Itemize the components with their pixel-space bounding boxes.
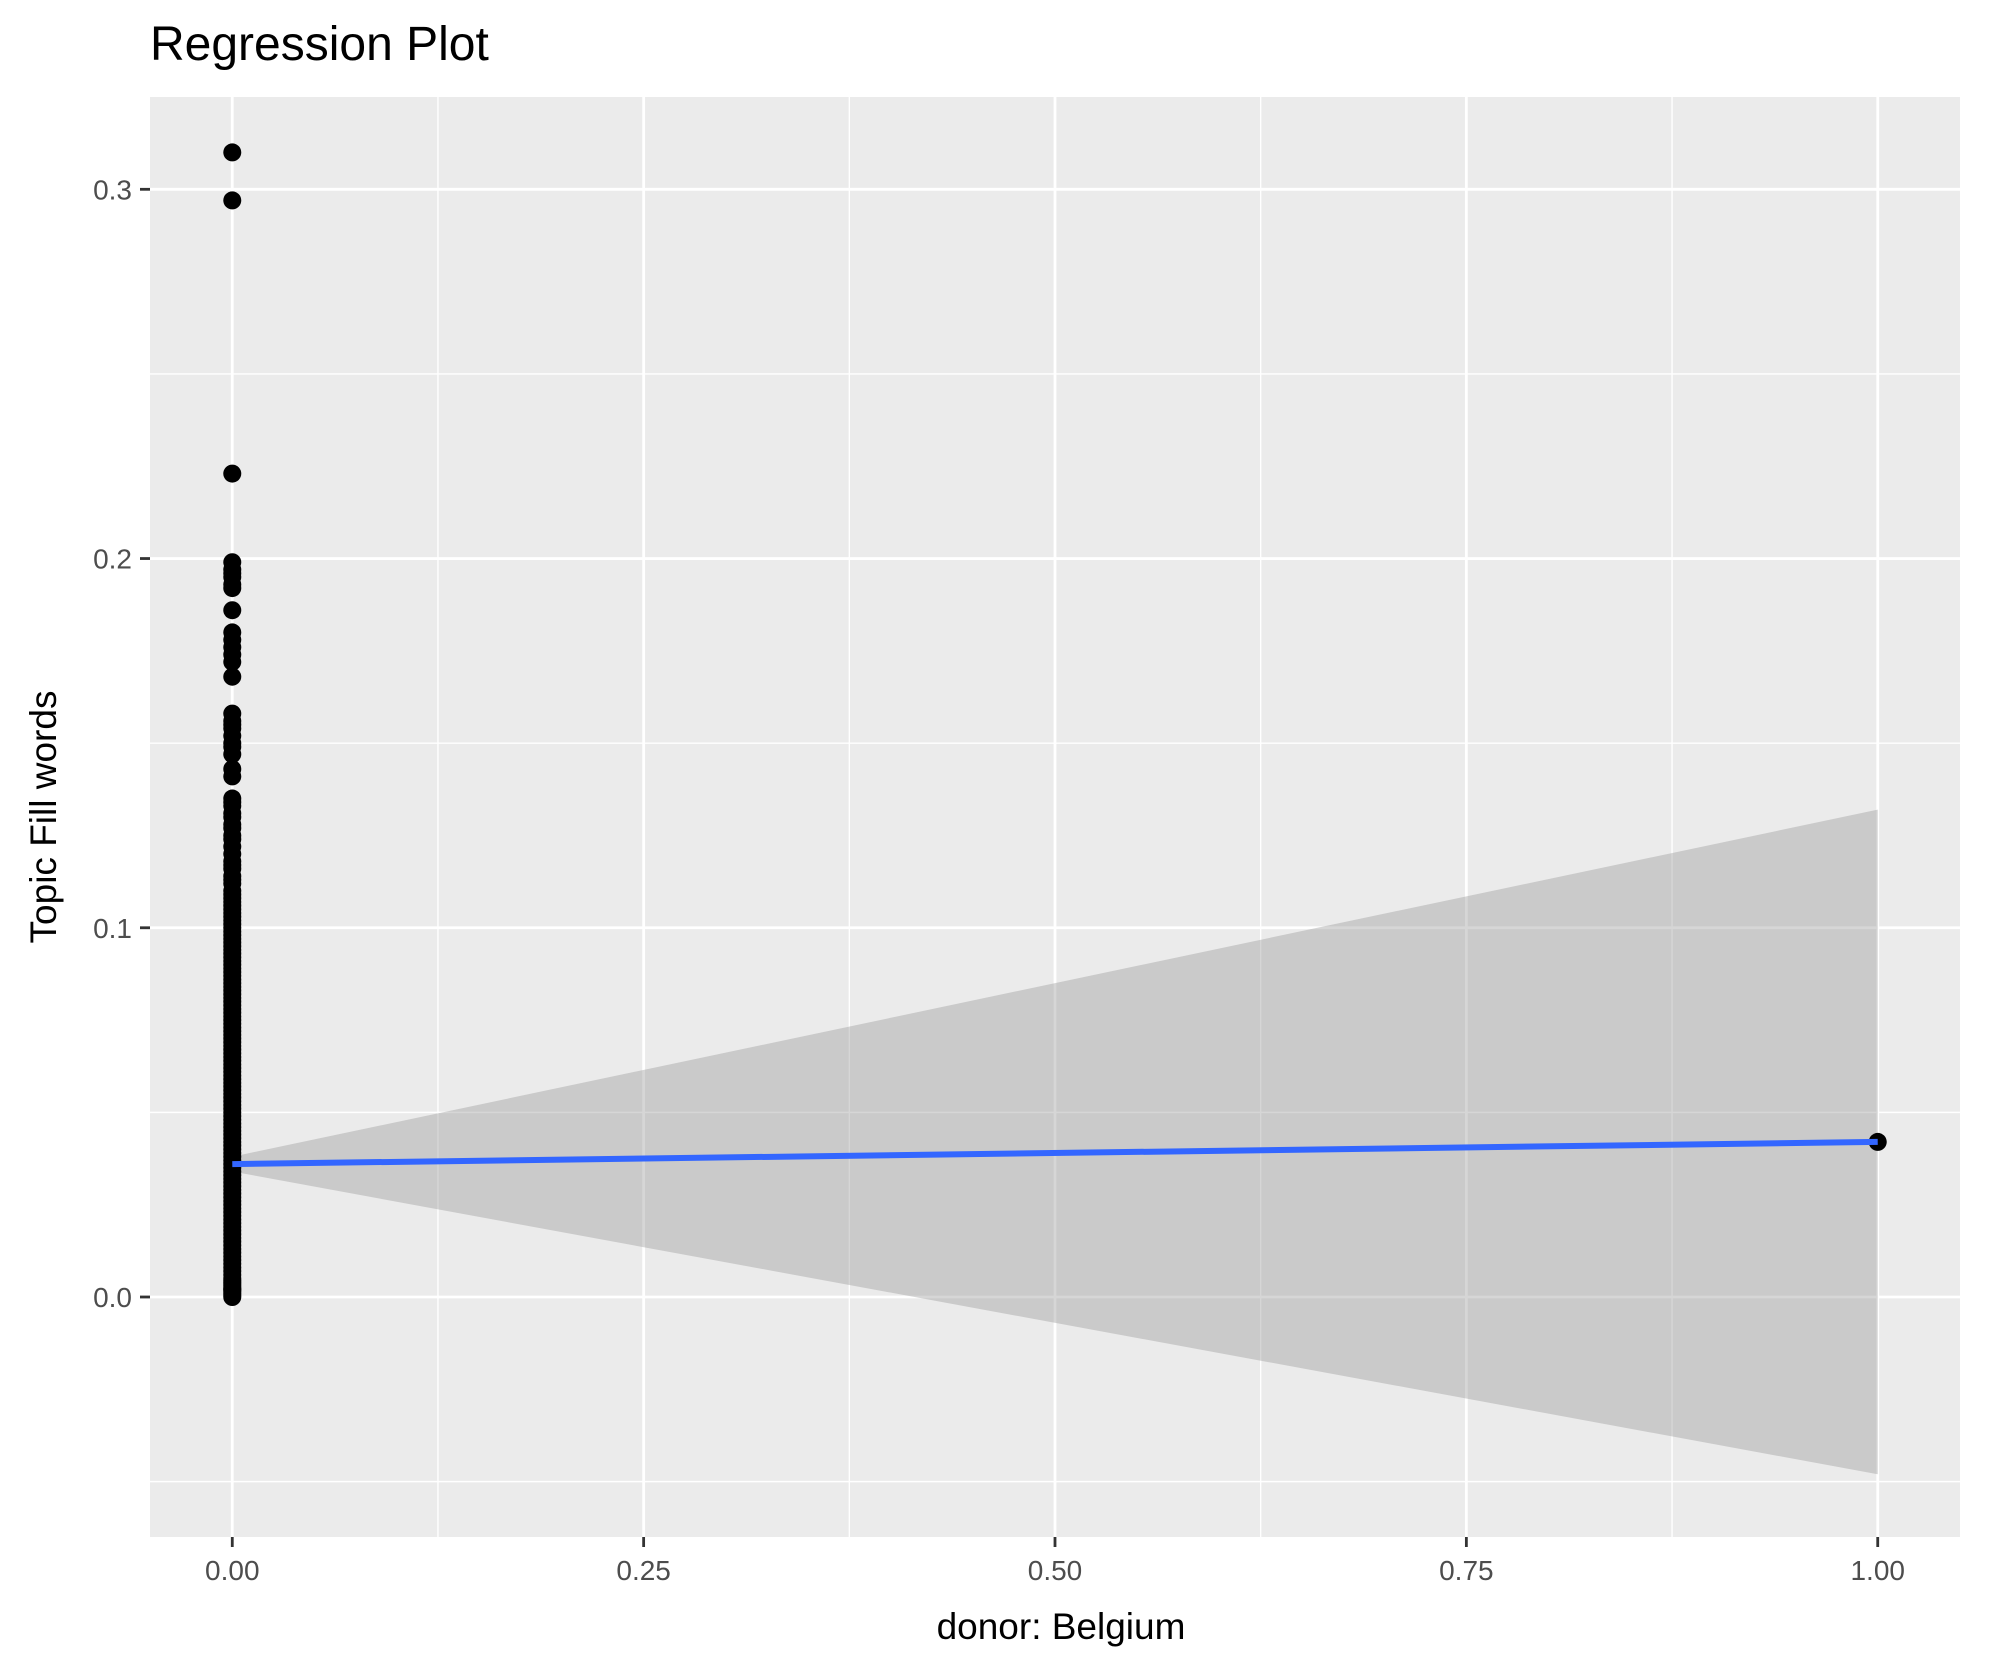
data-point bbox=[223, 579, 242, 598]
data-point bbox=[223, 1036, 242, 1055]
data-point bbox=[223, 143, 242, 162]
data-point bbox=[223, 1103, 242, 1122]
data-point bbox=[223, 1192, 242, 1210]
y-tick-label: 0.2 bbox=[93, 544, 132, 575]
data-point bbox=[223, 1081, 242, 1100]
data-point bbox=[223, 1125, 242, 1144]
data-point bbox=[223, 926, 242, 945]
data-point bbox=[223, 1214, 242, 1233]
data-point bbox=[223, 793, 242, 812]
x-axis: 0.00 0.25 0.50 0.75 1.00 bbox=[205, 1537, 1905, 1586]
data-point bbox=[223, 1169, 242, 1188]
confidence-band bbox=[232, 809, 1878, 1475]
y-axis-title: Topic Fill words bbox=[23, 691, 64, 944]
data-point bbox=[223, 734, 242, 753]
data-point bbox=[223, 1014, 242, 1033]
y-tick-label: 0.0 bbox=[93, 1282, 132, 1313]
data-point bbox=[223, 630, 242, 649]
major-gridlines bbox=[150, 97, 1960, 1537]
x-tick-label: 0.25 bbox=[616, 1555, 671, 1586]
data-point bbox=[223, 1059, 242, 1078]
data-point bbox=[223, 1271, 242, 1290]
confidence-band-layer bbox=[232, 809, 1878, 1475]
data-point bbox=[223, 564, 242, 583]
data-point bbox=[223, 992, 242, 1011]
x-tick-label: 1.00 bbox=[1850, 1555, 1905, 1586]
x-tick-label: 0.50 bbox=[1028, 1555, 1083, 1586]
data-point bbox=[223, 767, 242, 786]
data-point bbox=[223, 712, 242, 730]
data-point bbox=[223, 667, 242, 686]
scatter-points bbox=[223, 143, 1887, 1306]
data-point bbox=[223, 191, 242, 210]
regression-line bbox=[232, 1138, 1878, 1168]
data-point bbox=[223, 601, 242, 620]
y-tick-label: 0.3 bbox=[93, 174, 132, 205]
x-tick-label: 0.00 bbox=[205, 1555, 260, 1586]
y-axis: 0.0 0.1 0.2 0.3 bbox=[93, 174, 150, 1313]
data-point bbox=[223, 904, 242, 922]
data-point bbox=[223, 1236, 242, 1255]
data-point bbox=[223, 1258, 242, 1277]
data-point bbox=[223, 464, 242, 483]
data-point bbox=[223, 870, 242, 889]
regression-line-layer bbox=[232, 1138, 1878, 1168]
data-point bbox=[223, 948, 242, 967]
x-axis-title: donor: Belgium bbox=[937, 1606, 1186, 1647]
data-point bbox=[223, 844, 242, 863]
data-point bbox=[223, 645, 242, 664]
y-tick-label: 0.1 bbox=[93, 913, 132, 944]
chart-title: Regression Plot bbox=[150, 18, 489, 71]
x-tick-label: 0.75 bbox=[1439, 1555, 1494, 1586]
data-point bbox=[223, 970, 242, 989]
data-point bbox=[223, 830, 242, 849]
